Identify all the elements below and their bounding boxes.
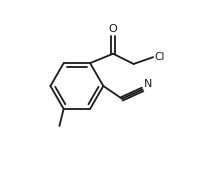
Text: O: O xyxy=(109,24,117,34)
Text: Cl: Cl xyxy=(155,52,165,62)
Text: N: N xyxy=(144,79,152,89)
